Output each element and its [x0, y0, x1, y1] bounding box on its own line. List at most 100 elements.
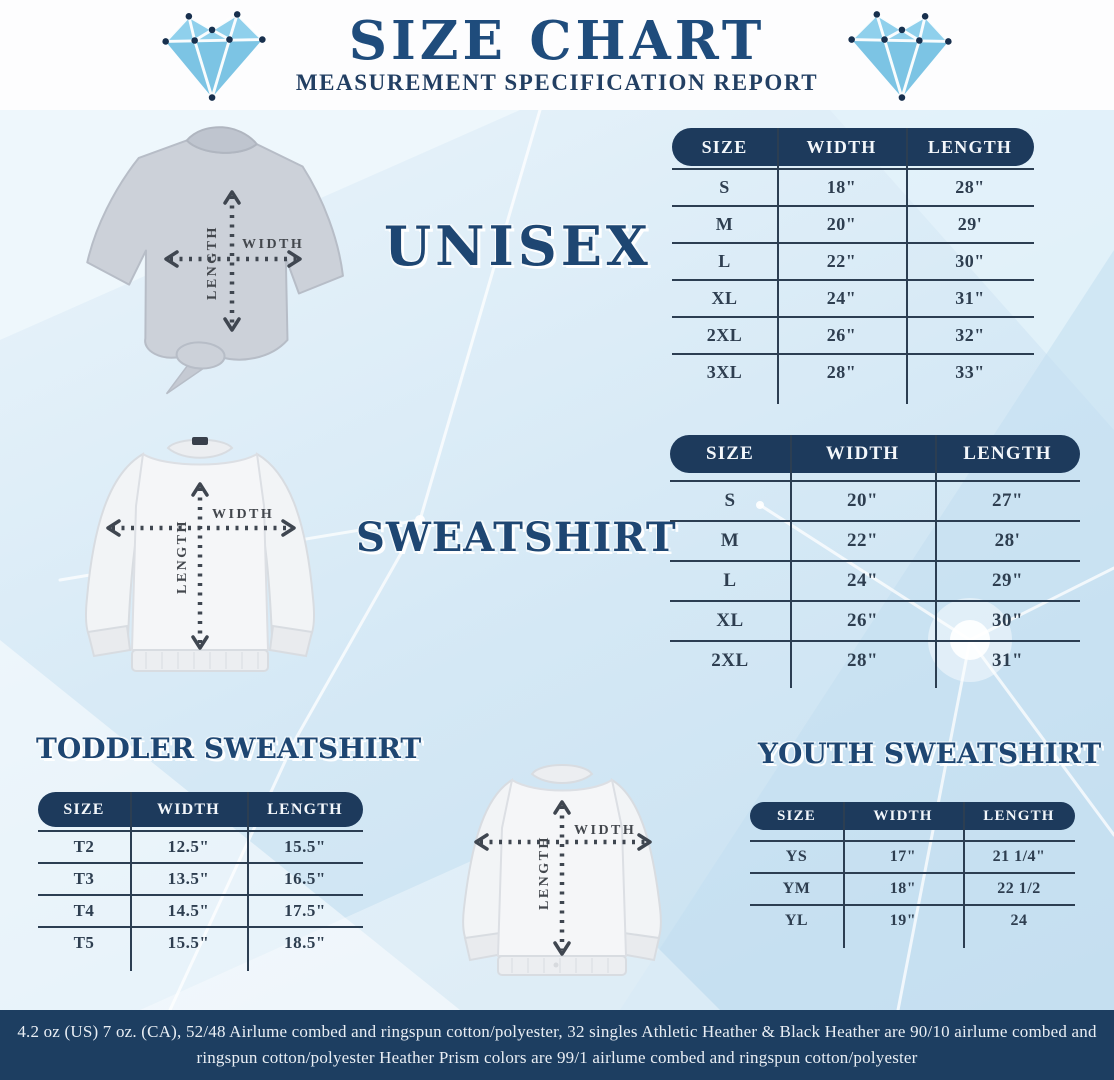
length-label: LENGTH	[537, 835, 552, 910]
column-header: LENGTH	[963, 443, 1052, 464]
column-header: WIDTH	[157, 800, 220, 818]
width-cell: 17"	[889, 848, 917, 865]
table-rows: S 18" 28" M 20" 29' L 22" 30" XL 24" 31" 2XL 26" 32" 3X…	[672, 168, 1034, 404]
collar-tag	[192, 437, 208, 445]
width-cell: 13.5"	[167, 869, 210, 888]
width-cell: 28"	[846, 650, 879, 671]
column-divider	[247, 792, 249, 971]
size-cell: S	[719, 177, 730, 197]
toddler-size-table: SIZE WIDTH LENGTH T2 12.5" 15.5" T3 13.5" 16.5" T…	[38, 792, 363, 971]
length-label: LENGTH	[205, 225, 220, 300]
length-cell: 31"	[955, 288, 985, 308]
table-row: XL 26" 30"	[670, 600, 1080, 640]
width-cell: 24"	[846, 570, 879, 591]
size-cell: T2	[73, 837, 95, 856]
column-divider	[777, 128, 779, 404]
toddler-sweatshirt-graphic: WIDTH LENGTH	[462, 764, 662, 976]
size-cell: T4	[73, 901, 95, 920]
table-rows: T2 12.5" 15.5" T3 13.5" 16.5" T4 14.5" 17.5" T5 15…	[38, 830, 363, 971]
column-header: WIDTH	[825, 443, 900, 464]
column-divider	[130, 792, 132, 971]
size-cell: M	[715, 214, 734, 234]
width-cell: 20"	[826, 214, 857, 234]
length-cell: 29"	[991, 570, 1024, 591]
width-cell: 24"	[826, 288, 857, 308]
tshirt-graphic: WIDTH LENGTH	[86, 126, 344, 395]
size-cell: XL	[711, 288, 738, 308]
length-cell: 32"	[955, 325, 985, 345]
table-row: 2XL 28" 31"	[670, 640, 1080, 680]
column-header: LENGTH	[927, 136, 1013, 157]
length-cell: 24	[1010, 912, 1028, 929]
length-cell: 18.5"	[284, 933, 326, 952]
toddler-sweatshirt-heading: TODDLER SWEATSHIRT	[36, 732, 422, 765]
width-label: WIDTH	[212, 507, 274, 522]
width-cell: 28"	[826, 362, 857, 382]
column-divider	[790, 435, 792, 688]
column-divider	[906, 128, 908, 404]
width-cell: 18"	[889, 880, 917, 897]
page-title: SIZE CHART	[348, 10, 766, 73]
length-cell: 27"	[991, 490, 1024, 511]
table-row: T2 12.5" 15.5"	[38, 830, 363, 862]
width-cell: 14.5"	[167, 901, 210, 920]
table-row: M 22" 28'	[670, 520, 1080, 560]
width-label: WIDTH	[574, 823, 636, 838]
length-cell: 21 1/4"	[992, 848, 1046, 865]
table-row: M 20" 29'	[672, 205, 1034, 242]
table-header: SIZE WIDTH LENGTH	[750, 802, 1075, 830]
title-block: SIZE CHART MEASUREMENT SPECIFICATION REP…	[296, 14, 818, 95]
table-row: XL 24" 31"	[672, 279, 1034, 316]
size-cell: M	[720, 530, 740, 551]
width-cell: 22"	[826, 251, 857, 271]
width-cell: 12.5"	[167, 837, 210, 856]
column-header: SIZE	[777, 807, 816, 824]
report-header: SIZE CHART MEASUREMENT SPECIFICATION REP…	[0, 0, 1114, 110]
length-arrow	[553, 800, 571, 815]
size-cell: S	[724, 490, 736, 511]
length-cell: 17.5"	[284, 901, 326, 920]
length-cell: 30"	[955, 251, 985, 271]
length-cell: 29'	[957, 214, 983, 234]
column-divider	[935, 435, 937, 688]
size-cell: XL	[716, 610, 744, 631]
column-header: SIZE	[63, 800, 105, 818]
length-cell: 31"	[991, 650, 1024, 671]
table-header: SIZE WIDTH LENGTH	[38, 792, 363, 827]
width-cell: 22"	[846, 530, 879, 551]
table-row: YL 19" 24	[750, 904, 1075, 936]
width-arrow	[474, 833, 489, 851]
length-cell: 30"	[991, 610, 1024, 631]
sweatshirt-graphic: WIDTH LENGTH	[85, 437, 315, 672]
table-row: L 22" 30"	[672, 242, 1034, 279]
length-cell: 28"	[955, 177, 985, 197]
table-row: 2XL 26" 32"	[672, 316, 1034, 353]
length-cell: 33"	[955, 362, 985, 382]
sweatshirt-size-table: SIZE WIDTH LENGTH S 20" 27" M 22" 28' L 24" 29" XL 26…	[670, 435, 1080, 688]
table-header: SIZE WIDTH LENGTH	[670, 435, 1080, 473]
length-arrow	[191, 482, 209, 497]
width-cell: 19"	[889, 912, 917, 929]
table-row: YM 18" 22 1/2	[750, 872, 1075, 904]
column-header: WIDTH	[806, 136, 877, 157]
size-cell: L	[718, 251, 731, 271]
table-row: T3 13.5" 16.5"	[38, 862, 363, 894]
size-cell: YL	[784, 912, 809, 929]
length-cell: 22 1/2	[997, 880, 1041, 897]
size-cell: T3	[73, 869, 95, 888]
width-cell: 26"	[846, 610, 879, 631]
length-cell: 16.5"	[284, 869, 326, 888]
size-cell: 3XL	[706, 362, 743, 382]
width-arrow	[164, 250, 179, 268]
table-header: SIZE WIDTH LENGTH	[672, 128, 1034, 166]
fabric-info-line-1: 4.2 oz (US) 7 oz. (CA), 52/48 Airlume co…	[17, 1021, 1097, 1041]
table-row: T4 14.5" 17.5"	[38, 894, 363, 926]
unisex-heading: UNISEX	[384, 214, 652, 278]
table-row: YS 17" 21 1/4"	[750, 840, 1075, 872]
table-row: L 24" 29"	[670, 560, 1080, 600]
diamond-icon	[848, 11, 952, 101]
table-row: 3XL 28" 33"	[672, 353, 1034, 390]
sweatshirt-heading: SWEATSHIRT	[356, 514, 677, 561]
main-canvas: WIDTH LENGTH WIDTH LENGTH	[0, 110, 1114, 1010]
unisex-size-table: SIZE WIDTH LENGTH S 18" 28" M 20" 29' L 22" 30" XL 24…	[672, 128, 1034, 404]
